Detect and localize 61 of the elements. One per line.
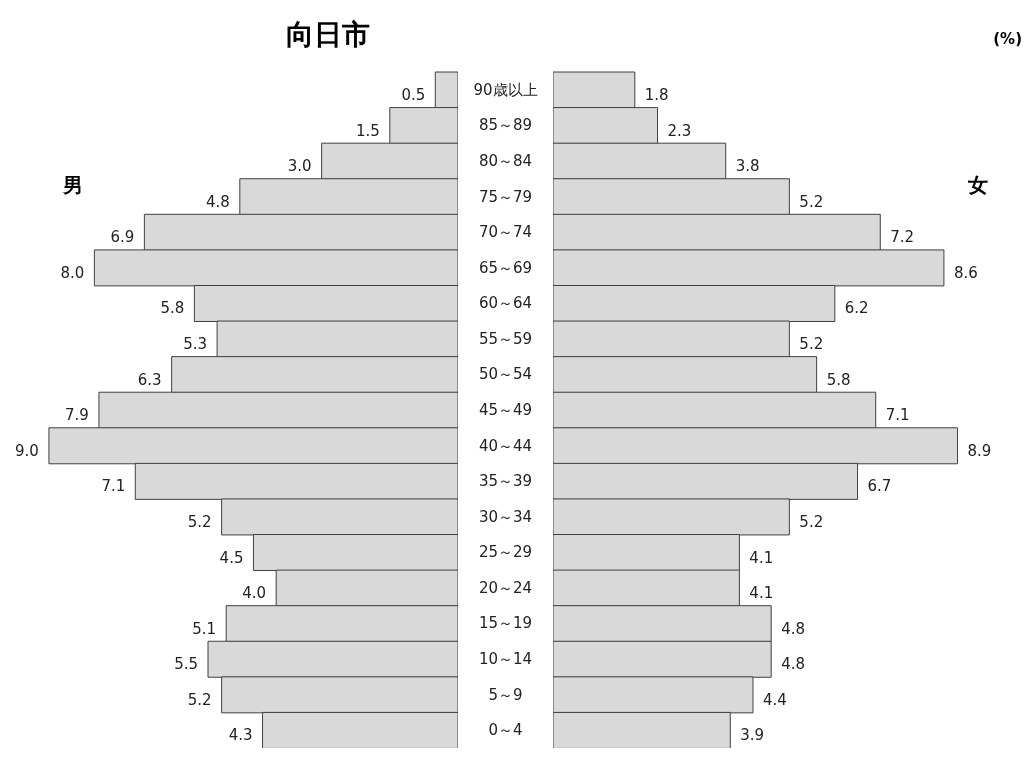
data-label: 3.9 xyxy=(740,726,765,745)
data-label: 5.2 xyxy=(799,192,824,211)
y-tick-label: 45～49 xyxy=(478,401,533,419)
data-label: 2.3 xyxy=(667,121,692,140)
y-tick-label: 55～59 xyxy=(478,329,533,348)
data-label: 0.5 xyxy=(401,86,426,104)
data-label: 7.9 xyxy=(65,406,89,425)
data-label: 9.0 xyxy=(15,441,39,460)
data-label: 6.9 xyxy=(110,228,135,247)
data-label: 4.0 xyxy=(242,584,267,603)
data-label: 1.8 xyxy=(644,86,669,104)
data-label: 4.4 xyxy=(763,690,787,709)
y-tick-label: 60～64 xyxy=(478,294,533,313)
data-label: 8.6 xyxy=(953,263,978,282)
data-label: 5.8 xyxy=(160,299,185,318)
y-tick-label: 65～69 xyxy=(478,258,533,277)
y-tick-label: 25～29 xyxy=(478,543,533,562)
y-tick-label: 15～19 xyxy=(478,614,533,633)
text: 男 xyxy=(63,172,83,199)
y-tick-label: 75～79 xyxy=(478,187,533,206)
chart-title: 向日市 xyxy=(285,17,371,53)
data-label: 5.5 xyxy=(174,655,198,674)
data-label: 4.1 xyxy=(749,584,774,603)
data-label: 5.8 xyxy=(826,370,851,389)
data-label: 5.2 xyxy=(799,512,824,531)
y-tick-label: 5～9 xyxy=(488,685,523,704)
y-tick-label: 20～24 xyxy=(478,578,533,597)
text: 女 xyxy=(968,172,988,199)
data-label: 5.1 xyxy=(192,619,217,638)
data-label: 3.8 xyxy=(735,157,760,176)
data-label: 5.2 xyxy=(187,690,212,709)
data-label: 4.1 xyxy=(749,548,774,567)
data-label: 6.7 xyxy=(867,477,892,496)
data-label: 5.2 xyxy=(799,335,824,354)
data-label: 1.5 xyxy=(355,121,380,140)
data-label: 4.3 xyxy=(228,726,253,745)
y-tick-label: 0～4 xyxy=(488,721,523,740)
y-tick-label: 80～84 xyxy=(478,151,533,170)
data-label: 7.2 xyxy=(890,228,915,247)
y-tick-label: 90歳以上 xyxy=(473,80,538,99)
y-tick-label: 70～74 xyxy=(478,223,533,242)
data-label: 4.8 xyxy=(205,192,230,211)
y-tick-label: 10～14 xyxy=(478,650,533,669)
data-label: 4.8 xyxy=(781,655,806,674)
y-tick-label: 30～34 xyxy=(478,507,533,526)
data-label: 3.0 xyxy=(287,157,312,176)
data-label: 7.1 xyxy=(101,477,126,496)
data-label: 8.9 xyxy=(967,441,992,460)
data-label: 6.3 xyxy=(137,370,162,389)
data-label: 7.1 xyxy=(885,406,910,425)
y-tick-label: 85～89 xyxy=(478,116,533,135)
data-label: 4.8 xyxy=(781,619,806,638)
data-label: 5.2 xyxy=(187,512,212,531)
data-label: 8.0 xyxy=(60,263,85,282)
y-tick-label: 35～39 xyxy=(478,472,533,491)
data-label: 5.3 xyxy=(183,335,208,354)
y-tick-label: 50～54 xyxy=(478,365,533,384)
text: (%) xyxy=(993,30,1022,48)
y-tick-label: 40～44 xyxy=(478,436,533,455)
data-label: 6.2 xyxy=(844,299,869,318)
data-label: 4.5 xyxy=(219,548,244,567)
